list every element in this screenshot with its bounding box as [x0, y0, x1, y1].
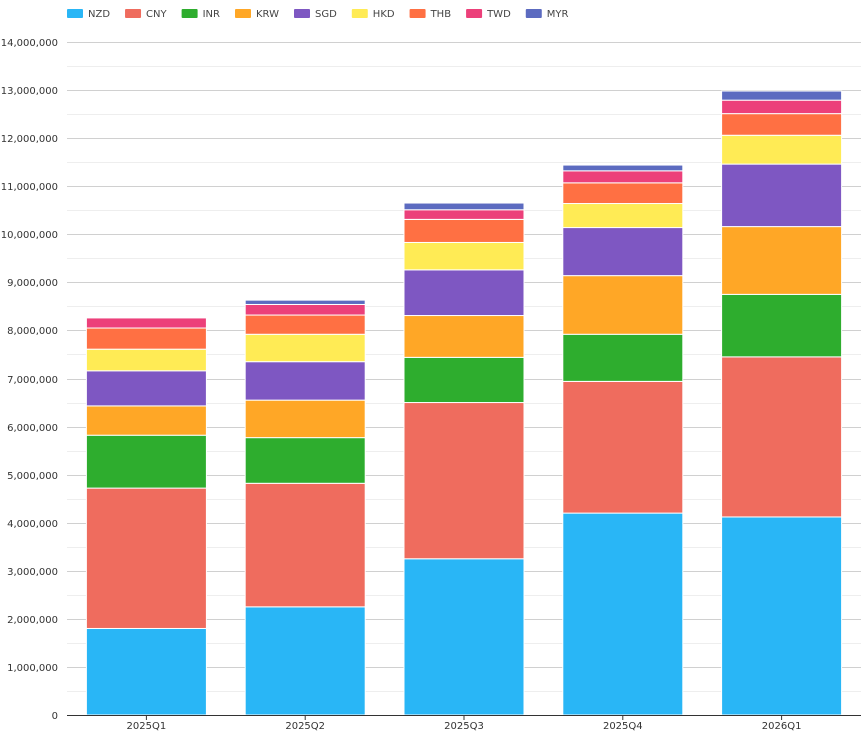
- bar-segment-sgd-2025q4: [562, 227, 684, 277]
- bar-segment-twd-2025q2: [244, 303, 366, 316]
- bar-segment-krw-2025q4: [562, 275, 684, 335]
- y-tick-label: 8,000,000: [7, 326, 58, 337]
- legend-swatch: [525, 9, 542, 18]
- bar-segment-sgd-2025q2: [244, 361, 366, 401]
- legend-label: TWD: [486, 9, 511, 20]
- x-tick-label: 2026Q1: [762, 721, 802, 732]
- legend-label: SGD: [315, 9, 337, 20]
- y-tick-label: 13,000,000: [1, 86, 58, 97]
- bar-segment-sgd-2025q3: [403, 269, 525, 317]
- legend-label: MYR: [547, 9, 569, 20]
- legend-label: KRW: [256, 9, 279, 20]
- y-tick-label: 2,000,000: [7, 615, 58, 626]
- bar-segment-hkd-2025q1: [85, 348, 207, 372]
- legend-swatch: [67, 9, 83, 18]
- legend-label: INR: [203, 9, 220, 20]
- bar-segment-krw-2025q2: [244, 399, 366, 439]
- y-tick-label: 4,000,000: [7, 519, 58, 530]
- legend-item-cny[interactable]: CNY: [125, 9, 167, 20]
- y-tick-label: 3,000,000: [7, 567, 58, 578]
- legend-swatch: [466, 9, 483, 18]
- legend-swatch: [351, 9, 368, 18]
- legend-label: HKD: [373, 9, 395, 20]
- legend-label: CNY: [146, 9, 167, 20]
- bar-segment-nzd-2025q2: [244, 606, 366, 716]
- y-tick-label: 10,000,000: [1, 230, 58, 241]
- legend-swatch: [181, 9, 198, 18]
- legend-item-thb[interactable]: THB: [409, 9, 452, 20]
- bar-segment-thb-2025q4: [562, 182, 684, 205]
- y-tick-label: 12,000,000: [1, 134, 58, 145]
- bar-segment-thb-2025q2: [244, 314, 366, 335]
- bar-segment-inr-2025q4: [562, 333, 684, 382]
- bar-segment-myr-2025q3: [403, 202, 525, 211]
- bar-segment-nzd-2025q4: [562, 512, 684, 716]
- y-tick-label: 14,000,000: [1, 38, 58, 49]
- bar-segment-sgd-2026q1: [721, 163, 843, 228]
- legend-swatch: [294, 9, 310, 18]
- bar-segment-inr-2026q1: [721, 293, 843, 358]
- bar-segment-hkd-2026q1: [721, 134, 843, 165]
- bar-segment-thb-2026q1: [721, 113, 843, 136]
- legend-item-hkd[interactable]: HKD: [351, 9, 395, 20]
- bar-segment-myr-2025q4: [562, 164, 684, 172]
- bar-segment-hkd-2025q4: [562, 203, 684, 229]
- bar-segment-myr-2026q1: [721, 90, 843, 101]
- bar-segment-thb-2025q3: [403, 218, 525, 243]
- bar-segment-sgd-2025q1: [85, 370, 207, 407]
- bar-segment-twd-2025q1: [85, 317, 207, 329]
- y-tick-label: 1,000,000: [7, 663, 58, 674]
- bar-segment-nzd-2025q1: [85, 627, 207, 716]
- bar-segment-hkd-2025q3: [403, 241, 525, 271]
- bar-segment-cny-2026q1: [721, 356, 843, 518]
- legend-label: NZD: [88, 9, 110, 20]
- bar-segment-inr-2025q2: [244, 437, 366, 484]
- bar-segment-krw-2026q1: [721, 226, 843, 295]
- y-tick-label: 5,000,000: [7, 471, 58, 482]
- bar-segment-krw-2025q1: [85, 405, 207, 436]
- bar-segment-myr-2025q2: [244, 299, 366, 305]
- bar-segment-hkd-2025q2: [244, 333, 366, 363]
- x-tick-label: 2025Q1: [127, 721, 167, 732]
- legend-item-twd[interactable]: TWD: [466, 9, 511, 20]
- x-tick-label: 2025Q3: [444, 721, 484, 732]
- legend: NZD CNY INR KRW SGD HKD THB TWD MYR: [67, 9, 569, 20]
- bar-segment-twd-2026q1: [721, 99, 843, 115]
- bar-segment-thb-2025q1: [85, 327, 207, 350]
- x-tick-label: 2025Q4: [603, 721, 643, 732]
- y-axis-ticks: 0 1,000,000 2,000,000 3,000,000 4,000,000 5,0…: [1, 38, 58, 722]
- legend-swatch: [125, 9, 142, 18]
- bar-segment-cny-2025q2: [244, 482, 366, 608]
- bar-segment-nzd-2025q3: [403, 558, 525, 716]
- y-tick-label: 11,000,000: [1, 182, 58, 193]
- bar-segment-cny-2025q3: [403, 402, 525, 560]
- legend-swatch: [235, 9, 251, 18]
- legend-item-myr[interactable]: MYR: [525, 9, 569, 20]
- bar-segment-krw-2025q3: [403, 315, 525, 358]
- bar-segment-inr-2025q3: [403, 356, 525, 404]
- bar-segment-inr-2025q1: [85, 434, 207, 489]
- bars: [85, 90, 843, 716]
- bar-segment-nzd-2026q1: [721, 516, 843, 716]
- y-tick-label: 6,000,000: [7, 423, 58, 434]
- legend-item-krw[interactable]: KRW: [235, 9, 279, 20]
- y-tick-label: 0: [52, 711, 58, 722]
- legend-item-nzd[interactable]: NZD: [67, 9, 110, 20]
- legend-item-sgd[interactable]: SGD: [294, 9, 337, 20]
- legend-label: THB: [430, 9, 452, 20]
- bar-segment-cny-2025q1: [85, 487, 207, 629]
- y-tick-label: 7,000,000: [7, 375, 58, 386]
- legend-item-inr[interactable]: INR: [181, 9, 220, 20]
- bar-segment-twd-2025q3: [403, 209, 525, 220]
- bar-segment-cny-2025q4: [562, 380, 684, 514]
- y-tick-label: 9,000,000: [7, 278, 58, 289]
- x-tick-label: 2025Q2: [285, 721, 325, 732]
- x-axis-ticks: 2025Q1 2025Q2 2025Q3 2025Q4 2026Q1: [127, 715, 802, 732]
- legend-swatch: [409, 9, 426, 18]
- bar-segment-twd-2025q4: [562, 170, 684, 184]
